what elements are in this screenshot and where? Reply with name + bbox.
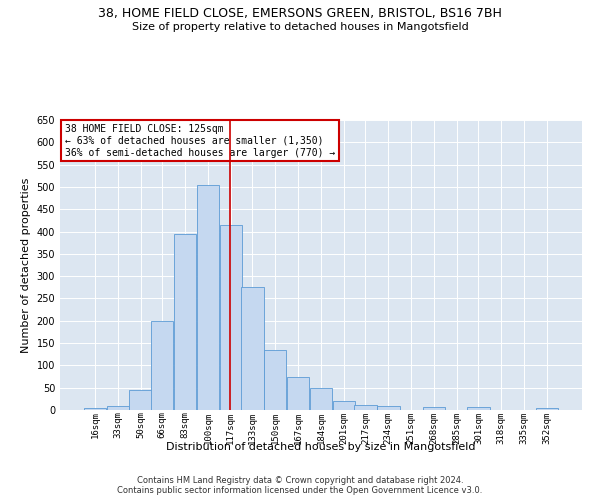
Bar	[197, 184, 219, 410]
Text: Size of property relative to detached houses in Mangotsfield: Size of property relative to detached ho…	[131, 22, 469, 32]
Bar	[107, 406, 129, 410]
Bar	[310, 388, 332, 410]
Bar	[354, 404, 377, 410]
Bar	[151, 321, 173, 410]
Bar	[220, 225, 242, 410]
Bar	[130, 390, 152, 410]
Bar	[536, 408, 558, 410]
Bar	[423, 408, 445, 410]
Bar	[467, 408, 490, 410]
Y-axis label: Number of detached properties: Number of detached properties	[21, 178, 31, 352]
Bar	[241, 288, 263, 410]
Text: Contains HM Land Registry data © Crown copyright and database right 2024.
Contai: Contains HM Land Registry data © Crown c…	[118, 476, 482, 495]
Bar	[377, 406, 400, 410]
Bar	[287, 378, 310, 410]
Text: 38 HOME FIELD CLOSE: 125sqm
← 63% of detached houses are smaller (1,350)
36% of : 38 HOME FIELD CLOSE: 125sqm ← 63% of det…	[65, 124, 335, 158]
Bar	[332, 401, 355, 410]
Bar	[84, 408, 106, 410]
Text: Distribution of detached houses by size in Mangotsfield: Distribution of detached houses by size …	[166, 442, 476, 452]
Text: 38, HOME FIELD CLOSE, EMERSONS GREEN, BRISTOL, BS16 7BH: 38, HOME FIELD CLOSE, EMERSONS GREEN, BR…	[98, 8, 502, 20]
Bar	[174, 234, 196, 410]
Bar	[264, 350, 286, 410]
